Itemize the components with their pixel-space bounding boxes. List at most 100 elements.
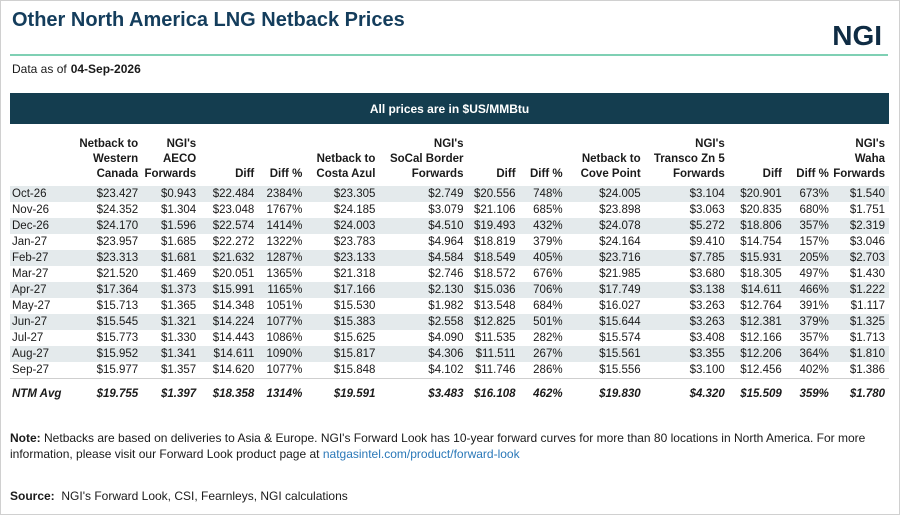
table-cell: $18.806 [728,218,786,234]
table-cell: $2.703 [832,250,889,266]
table-cell: $21.985 [599,268,641,280]
table-cell: $15.383 [306,314,380,330]
column-header: Diff [200,137,258,186]
table-cell: $15.952 [66,346,143,362]
column-header-line: Costa Azul [316,168,376,180]
avg-cell: $15.509 [728,378,786,409]
avg-cell: $1.397 [142,378,201,409]
column-header-line: SoCal Border [389,153,464,165]
table-cell: $17.166 [306,282,380,298]
table-cell: $1.681 [142,250,201,266]
table-cell: 673% [785,186,833,202]
column-header-line: Waha [854,153,885,165]
table-row: Sep-27 $15.977 $1.357 $14.620 1077% $15.848 $4… [10,362,889,379]
table-cell: $18.305 [740,268,782,280]
table-cell: $20.901 [728,186,786,202]
forward-look-link[interactable]: natgasintel.com/product/forward-look [322,447,520,461]
units-banner: All prices are in $US/MMBtu [10,93,889,124]
table-cell: $21.318 [333,268,376,280]
avg-cell: 462% [519,378,567,409]
chart-title: Other North America LNG Netback Prices [12,9,405,31]
row-month: Sep-27 [12,364,50,376]
footnote: Note: Netbacks are based on deliveries t… [10,430,890,462]
table-cell: 286% [533,364,563,376]
table-cell: 391% [799,300,829,312]
column-header-line: AECO [162,153,197,165]
row-month: Nov-26 [12,204,50,216]
table-cell: 364% [785,346,833,362]
table-cell: 1767% [266,204,303,216]
table-cell: $15.556 [599,364,641,376]
table-cell: $2.749 [379,186,468,202]
column-header: NGI's AECO Forwards [142,137,200,186]
column-header-line: Diff % [529,168,563,180]
table-row: Feb-27 $23.313 $1.681 $21.632 1287% $23.133 $4… [10,250,889,266]
table-cell: $14.224 [200,314,259,330]
table-cell: $3.100 [689,364,725,376]
table-cell: 379% [785,314,833,330]
table-cell: 1414% [258,218,307,234]
table-cell: 357% [799,332,829,344]
table-cell: $1.386 [849,364,885,376]
column-header-line: NGI's [855,138,885,150]
table-cell: $15.977 [96,364,139,376]
table-cell: 157% [799,236,829,248]
avg-cell: $4.320 [644,378,729,409]
source-line: Source: NGI's Forward Look, CSI, Fearnle… [10,489,348,503]
table-cell: $15.848 [333,364,376,376]
column-header-line: Western [92,153,139,165]
avg-cell: $19.591 [306,378,380,409]
table-cell: $15.773 [96,332,139,344]
table-cell: $3.079 [428,204,464,216]
table-cell: $15.931 [728,250,786,266]
table-cell: $0.943 [142,186,201,202]
table-cell: $5.272 [644,218,729,234]
table-cell: $15.530 [333,300,376,312]
row-month: Apr-27 [10,282,67,298]
table-cell: $14.620 [212,364,255,376]
table-cell: 1090% [258,346,307,362]
table-cell: 1365% [266,268,303,280]
avg-cell: $3.483 [379,378,468,409]
table-cell: 676% [533,268,563,280]
column-header: Diff [729,137,786,186]
table-cell: $23.133 [306,250,380,266]
table-cell: $2.558 [379,314,468,330]
table-cell: 1077% [258,314,307,330]
column-header-line: Transco Zn 5 [653,153,725,165]
table-cell: $18.819 [473,236,516,248]
table-cell: $24.164 [599,236,641,248]
table-row: Oct-26 $23.427 $0.943 $22.484 2384% $23.305 $2… [10,186,889,202]
table-cell: $24.185 [333,204,376,216]
table-cell: 706% [519,282,567,298]
table-cell: $15.991 [200,282,259,298]
table-cell: $23.305 [306,186,380,202]
table-cell: $3.104 [644,186,729,202]
table-cell: 1051% [266,300,303,312]
table-cell: 432% [519,218,567,234]
table-cell: $24.003 [306,218,380,234]
column-header: Diff % [786,137,833,186]
column-header-line: Canada [96,168,139,180]
column-header: Netback to Cove Point [567,137,645,186]
table-cell: $1.222 [832,282,889,298]
row-month: May-27 [12,300,51,312]
avg-cell: $19.830 [566,378,645,409]
table-cell: 685% [533,204,563,216]
column-header: Netback to Costa Azul [306,137,379,186]
data-as-of: Data as of 04-Sep-2026 [12,62,141,76]
ntm-average-row: NTM Avg $19.755 $1.397 $18.358 1314% $19.591 $… [10,378,889,409]
table-cell: $4.964 [428,236,464,248]
avg-cell: $1.780 [832,378,889,409]
table-cell: $3.063 [689,204,725,216]
table-cell: 680% [799,204,829,216]
table-cell: $23.898 [599,204,641,216]
table-cell: $12.166 [740,332,782,344]
table-cell: $21.520 [96,268,139,280]
table-row: Apr-27 $17.364 $1.373 $15.991 1165% $17.166 $2… [10,282,889,298]
source-label: Source: [10,489,55,503]
table-row: Aug-27 $15.952 $1.341 $14.611 1090% $15.817 $4… [10,346,889,362]
table-cell: $17.749 [566,282,645,298]
table-cell: $12.825 [467,314,520,330]
table-cell: $1.810 [832,346,889,362]
